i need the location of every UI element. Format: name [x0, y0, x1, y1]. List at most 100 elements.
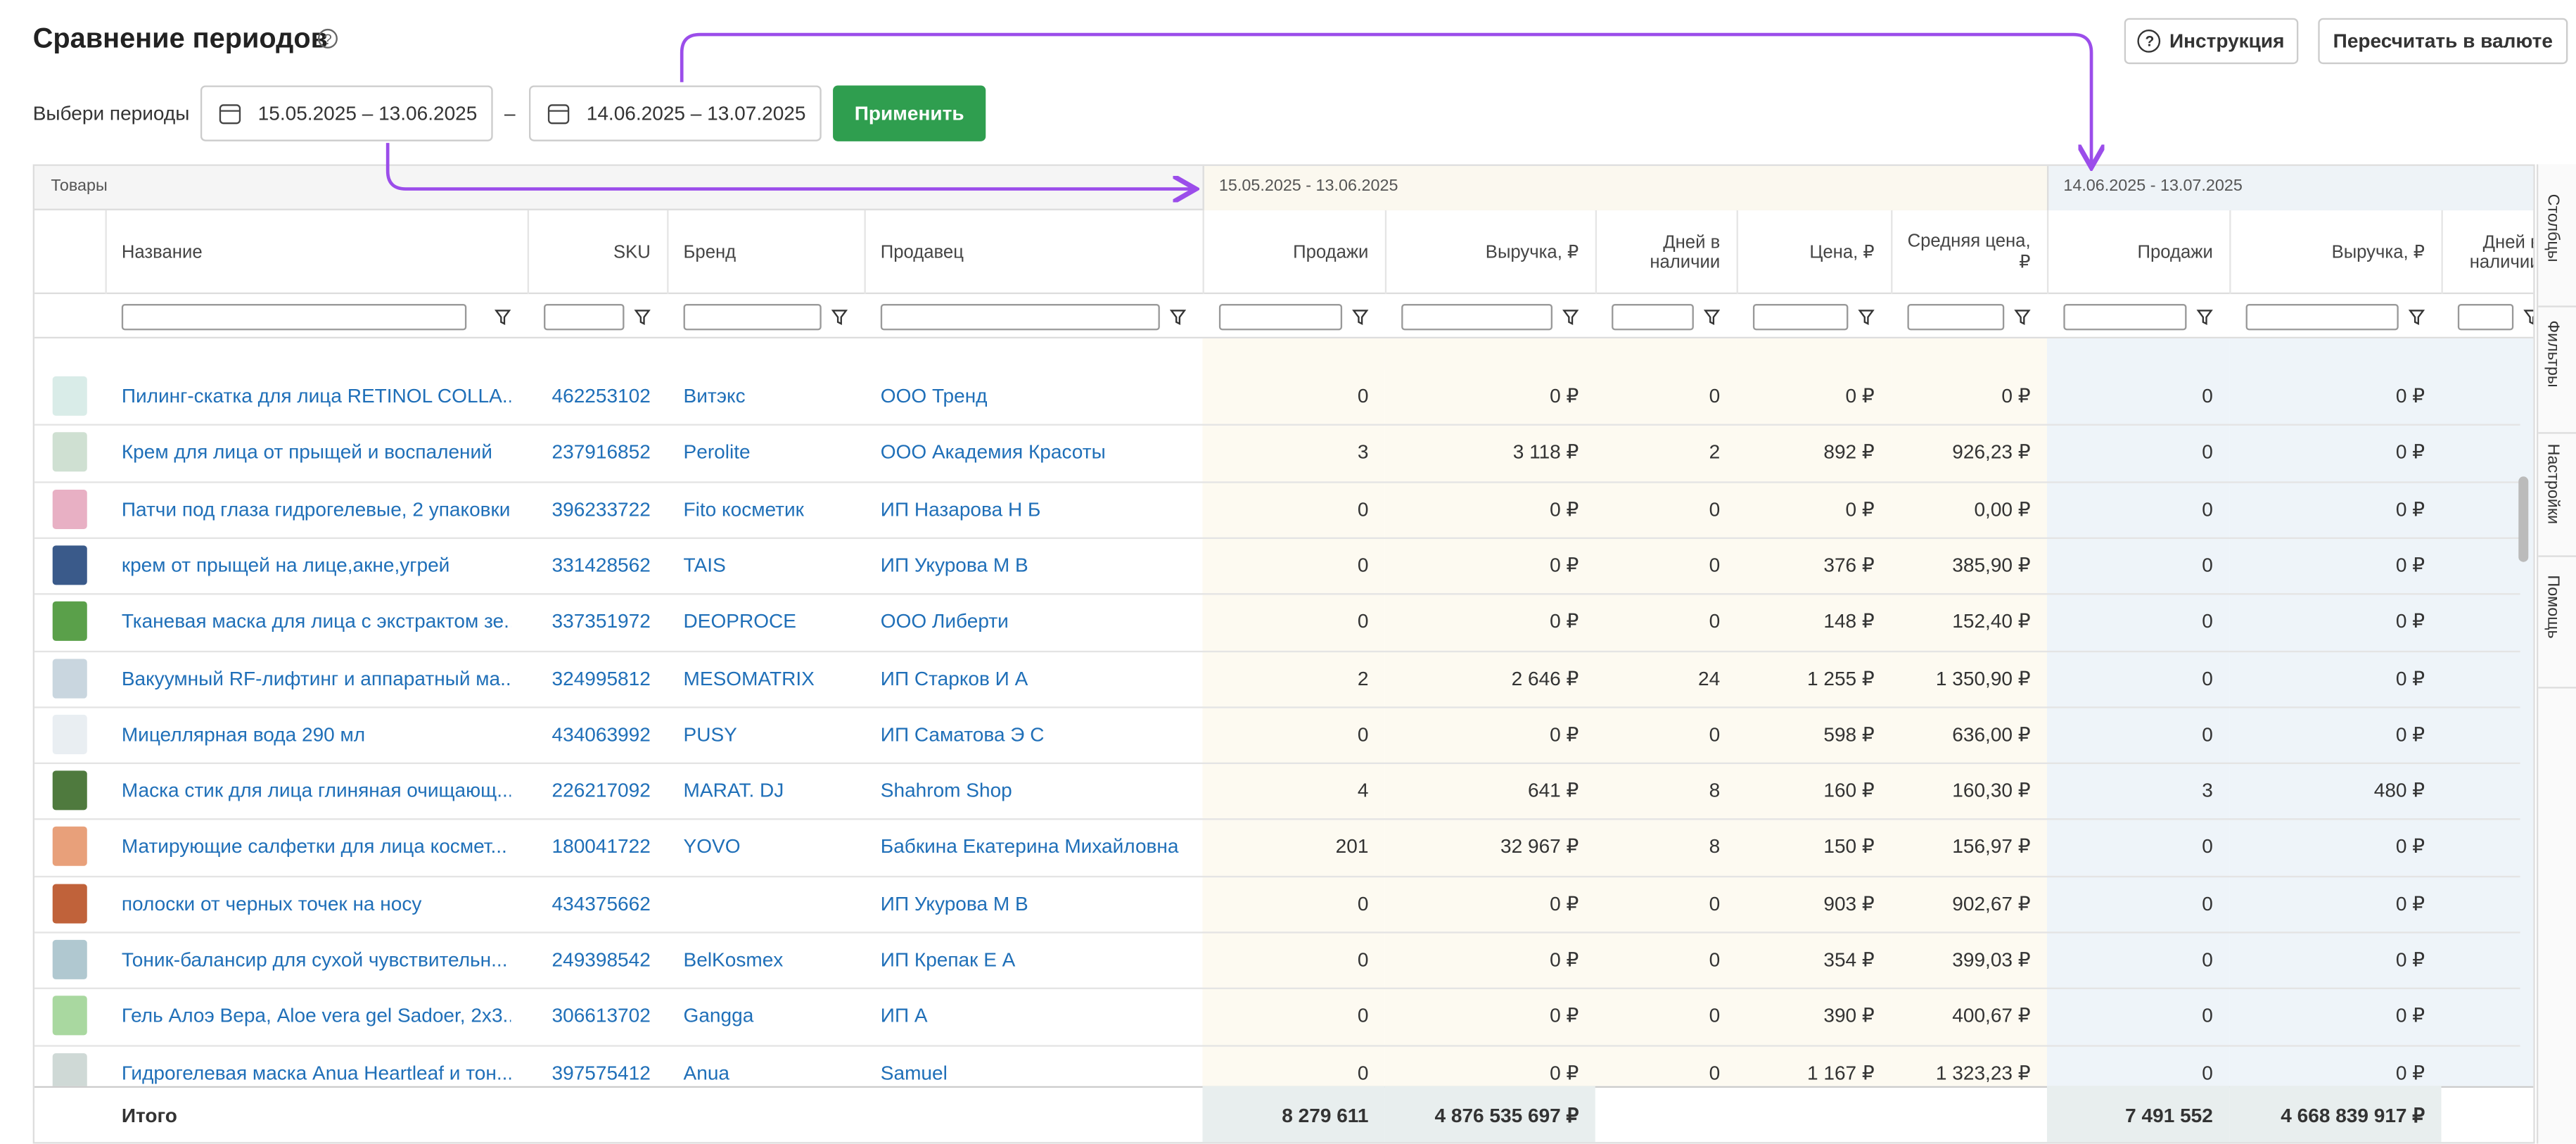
cell: Гидрогелевая маска Anua Heartleaf и тон.… — [121, 1060, 511, 1084]
filter-icon[interactable] — [831, 307, 848, 325]
cell: 0 — [2202, 440, 2213, 464]
row-line — [34, 932, 2520, 934]
filter-input[interactable] — [2063, 304, 2187, 331]
filter-input[interactable] — [544, 304, 625, 331]
row-line — [34, 762, 2520, 765]
filter-input[interactable] — [121, 304, 467, 331]
filter-icon[interactable] — [1169, 307, 1187, 325]
cell: 0 ₽ — [2395, 384, 2425, 408]
side-tab[interactable]: Фильтры — [2543, 320, 2561, 388]
cell: крем от прыщей на лице,акне,угрей — [121, 553, 450, 577]
total-value: 4 876 535 697 ₽ — [1434, 1104, 1579, 1128]
filter-icon[interactable] — [2196, 307, 2213, 325]
cell: 180041722 — [551, 835, 651, 859]
cell: 0 ₽ — [2395, 553, 2425, 577]
cell: Shahrom Shop — [880, 779, 1012, 802]
end-period[interactable]: 14.06.2025 – 13.07.2025 — [529, 85, 822, 141]
product-thumbnail — [52, 996, 87, 1036]
filter-icon[interactable] — [1703, 307, 1721, 325]
filter-icon[interactable] — [1858, 307, 1875, 325]
cell: DEOPROCE — [683, 609, 796, 633]
cell: 636,00 ₽ — [1952, 723, 2031, 746]
cell: 0 — [1709, 1004, 1721, 1028]
help-icon[interactable]: ? — [317, 28, 338, 49]
filter-icon[interactable] — [2014, 307, 2031, 325]
start-period[interactable]: 15.05.2025 – 13.06.2025 — [200, 85, 493, 141]
column-header: Бренд — [683, 242, 737, 262]
cell: 2 — [1357, 666, 1369, 689]
cell: 0 ₽ — [1845, 497, 1875, 521]
cell: полоски от черных точек на носу — [121, 891, 422, 915]
filter-icon[interactable] — [2408, 307, 2425, 325]
cell: 324995812 — [551, 666, 651, 689]
filter-input[interactable] — [880, 304, 1160, 331]
column-header: Продажи — [2137, 242, 2213, 262]
side-tab[interactable]: Помощь — [2543, 575, 2561, 639]
row-line — [34, 988, 2520, 990]
apply-button[interactable]: Применить — [833, 85, 986, 141]
row-line — [34, 875, 2520, 877]
cell: ИП Саматова Э С — [880, 723, 1045, 746]
cell: PUSY — [683, 723, 737, 746]
cell: 0 — [1357, 609, 1369, 633]
filter-input[interactable] — [1907, 304, 2005, 331]
filter-icon[interactable] — [634, 307, 651, 325]
cell: 0 — [2202, 835, 2213, 859]
cell: 148 ₽ — [1823, 609, 1875, 633]
product-thumbnail — [52, 714, 87, 754]
svg-text:?: ? — [324, 32, 332, 48]
total-band — [1384, 1086, 1595, 1143]
cell: 3 — [1357, 440, 1369, 464]
cell: 1 323,23 ₽ — [1935, 1060, 2031, 1084]
product-thumbnail — [52, 658, 87, 698]
currency-button[interactable]: Пересчитать в валюте — [2318, 18, 2568, 65]
filter-input[interactable] — [1218, 304, 1343, 331]
cell: Маска стик для лица глиняная очищающ... — [121, 779, 511, 802]
cell: 2 — [1709, 440, 1721, 464]
cell: Матирующие салфетки для лица космет... — [121, 835, 507, 859]
cell: 0 — [1357, 553, 1369, 577]
column-header: Выручка, ₽ — [1485, 243, 1579, 263]
scrollbar[interactable] — [2518, 476, 2529, 562]
cell: 0 ₽ — [2395, 948, 2425, 972]
cell: 0 ₽ — [1550, 1060, 1579, 1084]
filter-input[interactable] — [683, 304, 822, 331]
cell: ИП Укурова М В — [880, 891, 1028, 915]
total-band — [2046, 1086, 2230, 1143]
filter-icon[interactable] — [1562, 307, 1579, 325]
cell: Anua — [683, 1060, 730, 1084]
cell: 0 ₽ — [2395, 440, 2425, 464]
column-divider — [1595, 210, 1598, 295]
cell: 1 167 ₽ — [1807, 1060, 1875, 1084]
product-thumbnail — [52, 602, 87, 642]
instruction-button[interactable]: ? Инструкция — [2124, 18, 2299, 65]
cell: 598 ₽ — [1823, 723, 1875, 746]
filter-icon[interactable] — [2523, 307, 2534, 325]
cell: Гель Алоэ Вера, Aloe vera gel Sadoer, 2х… — [121, 1004, 511, 1028]
filter-input[interactable] — [2457, 304, 2514, 331]
total-label: Итого — [121, 1104, 177, 1128]
date-range: 15.05.2025 – 13.06.2025 — [257, 101, 478, 125]
column-divider — [527, 210, 530, 295]
cell: 390 ₽ — [1823, 1004, 1875, 1028]
tab-divider — [2538, 305, 2576, 307]
filter-icon[interactable] — [1352, 307, 1369, 325]
column-header: Продавец — [880, 242, 964, 262]
tab-divider — [2538, 432, 2576, 434]
cell: ООО Либерти — [880, 609, 1009, 633]
side-tab[interactable]: Настройки — [2543, 443, 2561, 525]
total-band — [1202, 1086, 1385, 1143]
cell: 0 — [1709, 553, 1721, 577]
cell: BelKosmex — [683, 948, 784, 972]
column-divider — [667, 210, 669, 295]
filter-icon[interactable] — [494, 307, 511, 325]
filter-input[interactable] — [1752, 304, 1849, 331]
filter-input[interactable] — [1612, 304, 1694, 331]
side-tab[interactable]: Столбцы — [2543, 193, 2561, 262]
filter-row — [34, 294, 2534, 339]
column-header: Выручка, ₽ — [2331, 243, 2425, 263]
group-header: 14.06.2025 - 13.07.2025 — [2063, 177, 2243, 196]
row-line — [34, 537, 2520, 539]
filter-input[interactable] — [1401, 304, 1553, 331]
filter-input[interactable] — [2245, 304, 2399, 331]
